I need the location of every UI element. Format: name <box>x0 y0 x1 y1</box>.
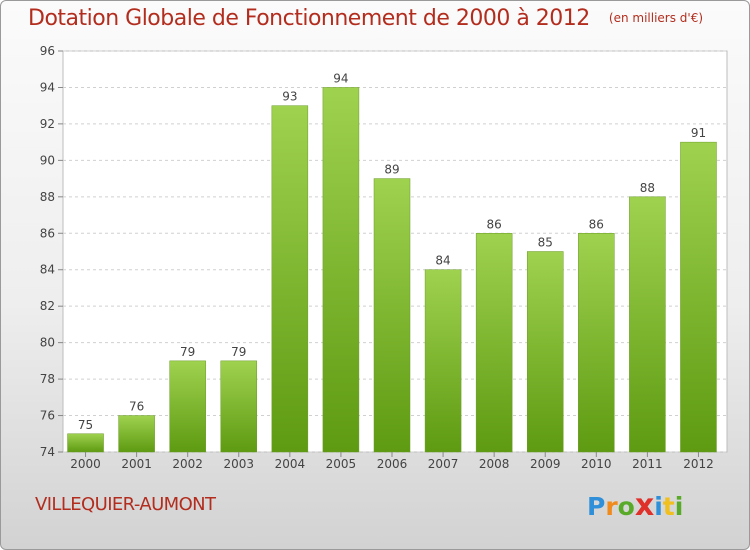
y-tick-label: 76 <box>40 409 55 423</box>
bar-2012 <box>680 141 717 453</box>
data-label-2000: 75 <box>78 418 93 432</box>
bar-2006 <box>373 178 411 453</box>
y-tick-label: 74 <box>40 445 55 459</box>
y-tick-label: 80 <box>40 336 55 350</box>
data-label-2003: 79 <box>231 345 246 359</box>
chart-subtitle: (en milliers d'€) <box>608 11 704 25</box>
x-tick-label-2008: 2008 <box>479 457 510 471</box>
bar-2008 <box>475 233 513 453</box>
x-tick-label-2002: 2002 <box>172 457 203 471</box>
x-tick-label-2004: 2004 <box>275 457 306 471</box>
data-labels: 75 76 79 79 93 94 89 84 86 85 86 88 91 <box>78 71 706 431</box>
x-tick-label-2005: 2005 <box>326 457 357 471</box>
y-tick-label: 82 <box>40 299 55 313</box>
x-tick-label-2010: 2010 <box>581 457 612 471</box>
logo-letter: i <box>654 492 663 521</box>
data-label-2007: 84 <box>435 254 450 268</box>
y-tick-label: 78 <box>40 372 55 386</box>
logo-letter: x <box>634 488 655 523</box>
data-label-2001: 76 <box>129 400 144 414</box>
y-tick-label: 84 <box>40 263 55 277</box>
bar-2011 <box>629 196 666 453</box>
bar-2001 <box>118 415 155 453</box>
data-label-2006: 89 <box>384 163 399 177</box>
y-tick-label: 94 <box>40 80 55 94</box>
y-tick-label: 92 <box>40 117 55 131</box>
title-row: Dotation Globale de Fonctionnement de 20… <box>28 6 703 31</box>
y-tick-label: 88 <box>40 190 55 204</box>
logo-letter: i <box>674 492 684 521</box>
data-label-2011: 88 <box>640 181 655 195</box>
data-label-2005: 94 <box>333 71 348 85</box>
bar-2004 <box>271 105 309 453</box>
chart-title: Dotation Globale de Fonctionnement de 20… <box>28 6 590 31</box>
x-tick-label-2007: 2007 <box>428 457 459 471</box>
y-tick-label: 86 <box>40 226 55 240</box>
town-name: VILLEQUIER-AUMONT <box>35 494 216 515</box>
x-tick-label-2000: 2000 <box>70 457 101 471</box>
data-label-2009: 85 <box>538 236 553 250</box>
y-tick-label: 90 <box>40 153 55 167</box>
logo-letter: o <box>617 492 635 521</box>
x-tick-label-2009: 2009 <box>530 457 561 471</box>
data-label-2010: 86 <box>589 217 604 231</box>
bar-2000 <box>67 433 104 453</box>
y-tick-label: 96 <box>40 44 55 58</box>
bar-2003 <box>220 360 258 453</box>
data-label-2002: 79 <box>180 345 195 359</box>
proxiti-logo: Proxiti <box>587 488 683 523</box>
bars <box>67 87 717 453</box>
bar-2007 <box>424 269 462 453</box>
logo-letter: t <box>662 492 675 521</box>
x-tick-label-2001: 2001 <box>121 457 152 471</box>
x-tick-labels: 2000 2001 2002 2003 2004 2005 2006 2007 2008 2009… <box>70 452 714 471</box>
bar-2005 <box>322 87 360 453</box>
bar-2009 <box>526 251 564 453</box>
y-tick-labels: 74 76 78 80 82 84 86 88 90 92 94 96 <box>40 44 55 459</box>
logo-letter: r <box>605 492 618 521</box>
data-label-2008: 86 <box>487 217 502 231</box>
data-label-2004: 93 <box>282 90 297 104</box>
bar-2002 <box>169 360 206 453</box>
x-tick-label-2003: 2003 <box>223 457 254 471</box>
x-tick-label-2011: 2011 <box>632 457 663 471</box>
x-tick-label-2006: 2006 <box>377 457 408 471</box>
data-label-2012: 91 <box>691 126 706 140</box>
bar-2010 <box>578 233 615 453</box>
x-tick-label-2012: 2012 <box>683 457 714 471</box>
logo-letter: P <box>587 492 606 521</box>
